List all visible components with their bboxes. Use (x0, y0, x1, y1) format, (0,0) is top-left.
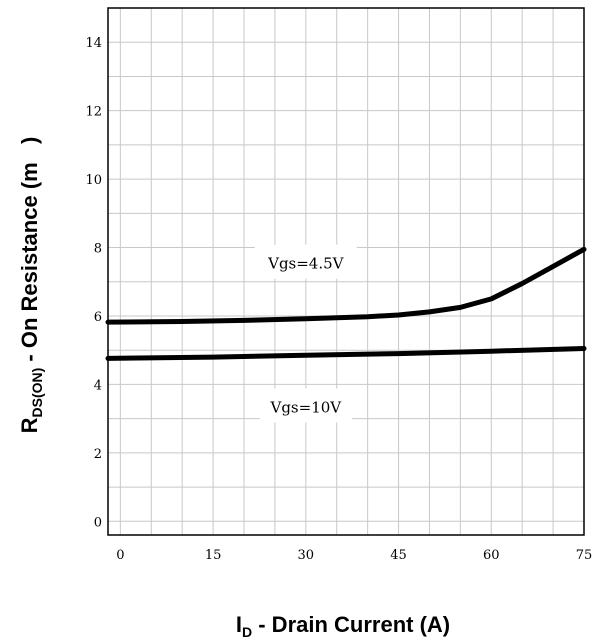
x-tick-label: 15 (205, 548, 222, 563)
annotation-backgrounds (254, 244, 357, 423)
y-axis-title-main: R (17, 417, 42, 433)
series-annotation: Vgs=4.5V (267, 255, 345, 273)
y-axis-title-rest: - On Resistance (m ) (17, 137, 42, 368)
series-annotation: Vgs=10V (270, 398, 343, 416)
plot-frame (107, 7, 585, 536)
x-axis-title: ID - Drain Current (A) (236, 612, 450, 640)
x-axis-title-main: I (236, 612, 242, 637)
x-tick-label: 30 (298, 548, 315, 563)
y-tick-label: 8 (94, 242, 102, 257)
annotation-background (259, 388, 352, 423)
x-tick-label: 75 (576, 548, 593, 563)
x-tick-label: 0 (116, 548, 124, 563)
x-tick-label: 45 (390, 548, 407, 563)
series-lines (105, 246, 587, 361)
y-tick-label: 14 (85, 36, 102, 51)
annotations: Vgs=4.5V Vgs=10V (267, 255, 345, 417)
y-axis-title: RDS(ON) - On Resistance (m ) (17, 137, 45, 434)
y-tick-label: 12 (85, 105, 102, 120)
y-tick-label: 6 (94, 310, 102, 325)
series-line-1 (105, 346, 587, 361)
y-tick-label: 4 (94, 378, 102, 393)
y-tick-label: 2 (94, 447, 102, 462)
x-tick-label: 60 (483, 548, 500, 563)
y-tick-label: 10 (85, 173, 102, 188)
series-line-0 (105, 246, 587, 325)
tick-labels: 0 15 30 45 60 75 0 2 4 6 8 10 12 14 (85, 36, 592, 563)
y-axis-title-sub: DS(ON) (29, 368, 45, 418)
y-tick-label: 0 (94, 515, 102, 530)
x-axis-title-rest: - Drain Current (A) (252, 612, 450, 637)
x-axis-title-sub: D (242, 624, 252, 640)
annotation-background (254, 244, 357, 279)
